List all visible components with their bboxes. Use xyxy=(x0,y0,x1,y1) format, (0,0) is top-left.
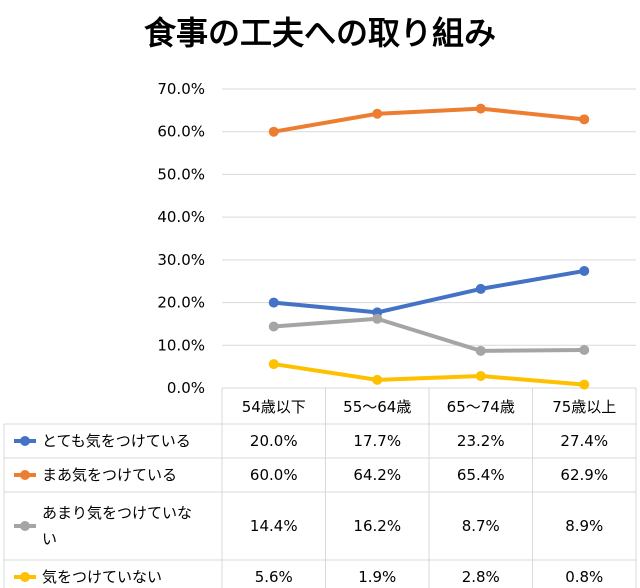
data-point xyxy=(475,371,486,382)
data-label: 64.2% xyxy=(353,466,401,484)
y-tick-label: 40.0% xyxy=(157,208,205,226)
series-line xyxy=(273,362,585,387)
data-label: 16.2% xyxy=(353,517,401,535)
legend-entry-label: あまり気をつけていな xyxy=(42,504,192,522)
data-label: 62.9% xyxy=(560,466,608,484)
series-line xyxy=(273,268,585,315)
legend-entry-label: い xyxy=(42,530,57,548)
data-label: 60.0% xyxy=(250,466,298,484)
data-point xyxy=(268,321,279,332)
y-tick-label: 60.0% xyxy=(157,123,205,141)
series-lines xyxy=(268,103,590,390)
legend-entry-label: とても気をつけている xyxy=(42,432,191,450)
data-label: 23.2% xyxy=(457,432,505,450)
data-point xyxy=(372,108,383,119)
data-point xyxy=(372,374,383,385)
y-tick-label: 50.0% xyxy=(157,165,205,183)
data-label: 27.4% xyxy=(560,432,608,450)
x-category-label: 75歳以上 xyxy=(552,398,616,416)
data-label: 2.8% xyxy=(462,568,500,586)
data-point xyxy=(579,265,590,276)
y-tick-label: 30.0% xyxy=(157,251,205,269)
data-point xyxy=(475,345,486,356)
data-label: 5.6% xyxy=(255,568,293,586)
y-tick-label: 0.0% xyxy=(167,379,205,397)
data-label: 1.9% xyxy=(358,568,396,586)
legend-key-marker xyxy=(20,470,30,480)
data-point xyxy=(579,379,590,390)
x-category-label: 65～74歳 xyxy=(447,398,515,416)
x-category-label: 54歳以下 xyxy=(242,398,306,416)
legend-key-marker xyxy=(20,436,30,446)
data-label: 65.4% xyxy=(457,466,505,484)
data-label: 8.9% xyxy=(565,517,603,535)
data-point xyxy=(268,126,279,137)
gridlines xyxy=(222,88,636,389)
legend-key-marker xyxy=(20,521,30,531)
data-label: 20.0% xyxy=(250,432,298,450)
y-tick-label: 10.0% xyxy=(157,336,205,354)
data-point xyxy=(475,283,486,294)
y-tick-label: 70.0% xyxy=(157,80,205,98)
data-label: 17.7% xyxy=(353,432,401,450)
y-axis-tick-labels: 0.0% 10.0% 20.0% 30.0% 40.0% 50.0% 60.0% 70.0% xyxy=(157,80,205,397)
data-point xyxy=(475,103,486,114)
series-line xyxy=(273,316,585,353)
legend-entry-label: 気をつけていない xyxy=(42,568,162,586)
data-label: 0.8% xyxy=(565,568,603,586)
series-line xyxy=(273,106,585,134)
data-point xyxy=(268,359,279,370)
data-point xyxy=(372,313,383,324)
data-label: 8.7% xyxy=(462,517,500,535)
data-label: 14.4% xyxy=(250,517,298,535)
data-point xyxy=(268,297,279,308)
data-point xyxy=(579,344,590,355)
y-tick-label: 20.0% xyxy=(157,294,205,312)
legend-key-marker xyxy=(20,572,30,582)
chart-title: 食事の工夫への取り組み xyxy=(144,14,496,52)
x-category-label: 55～64歳 xyxy=(343,398,411,416)
data-point xyxy=(579,114,590,125)
legend-entry-label: まあ気をつけている xyxy=(42,466,177,484)
